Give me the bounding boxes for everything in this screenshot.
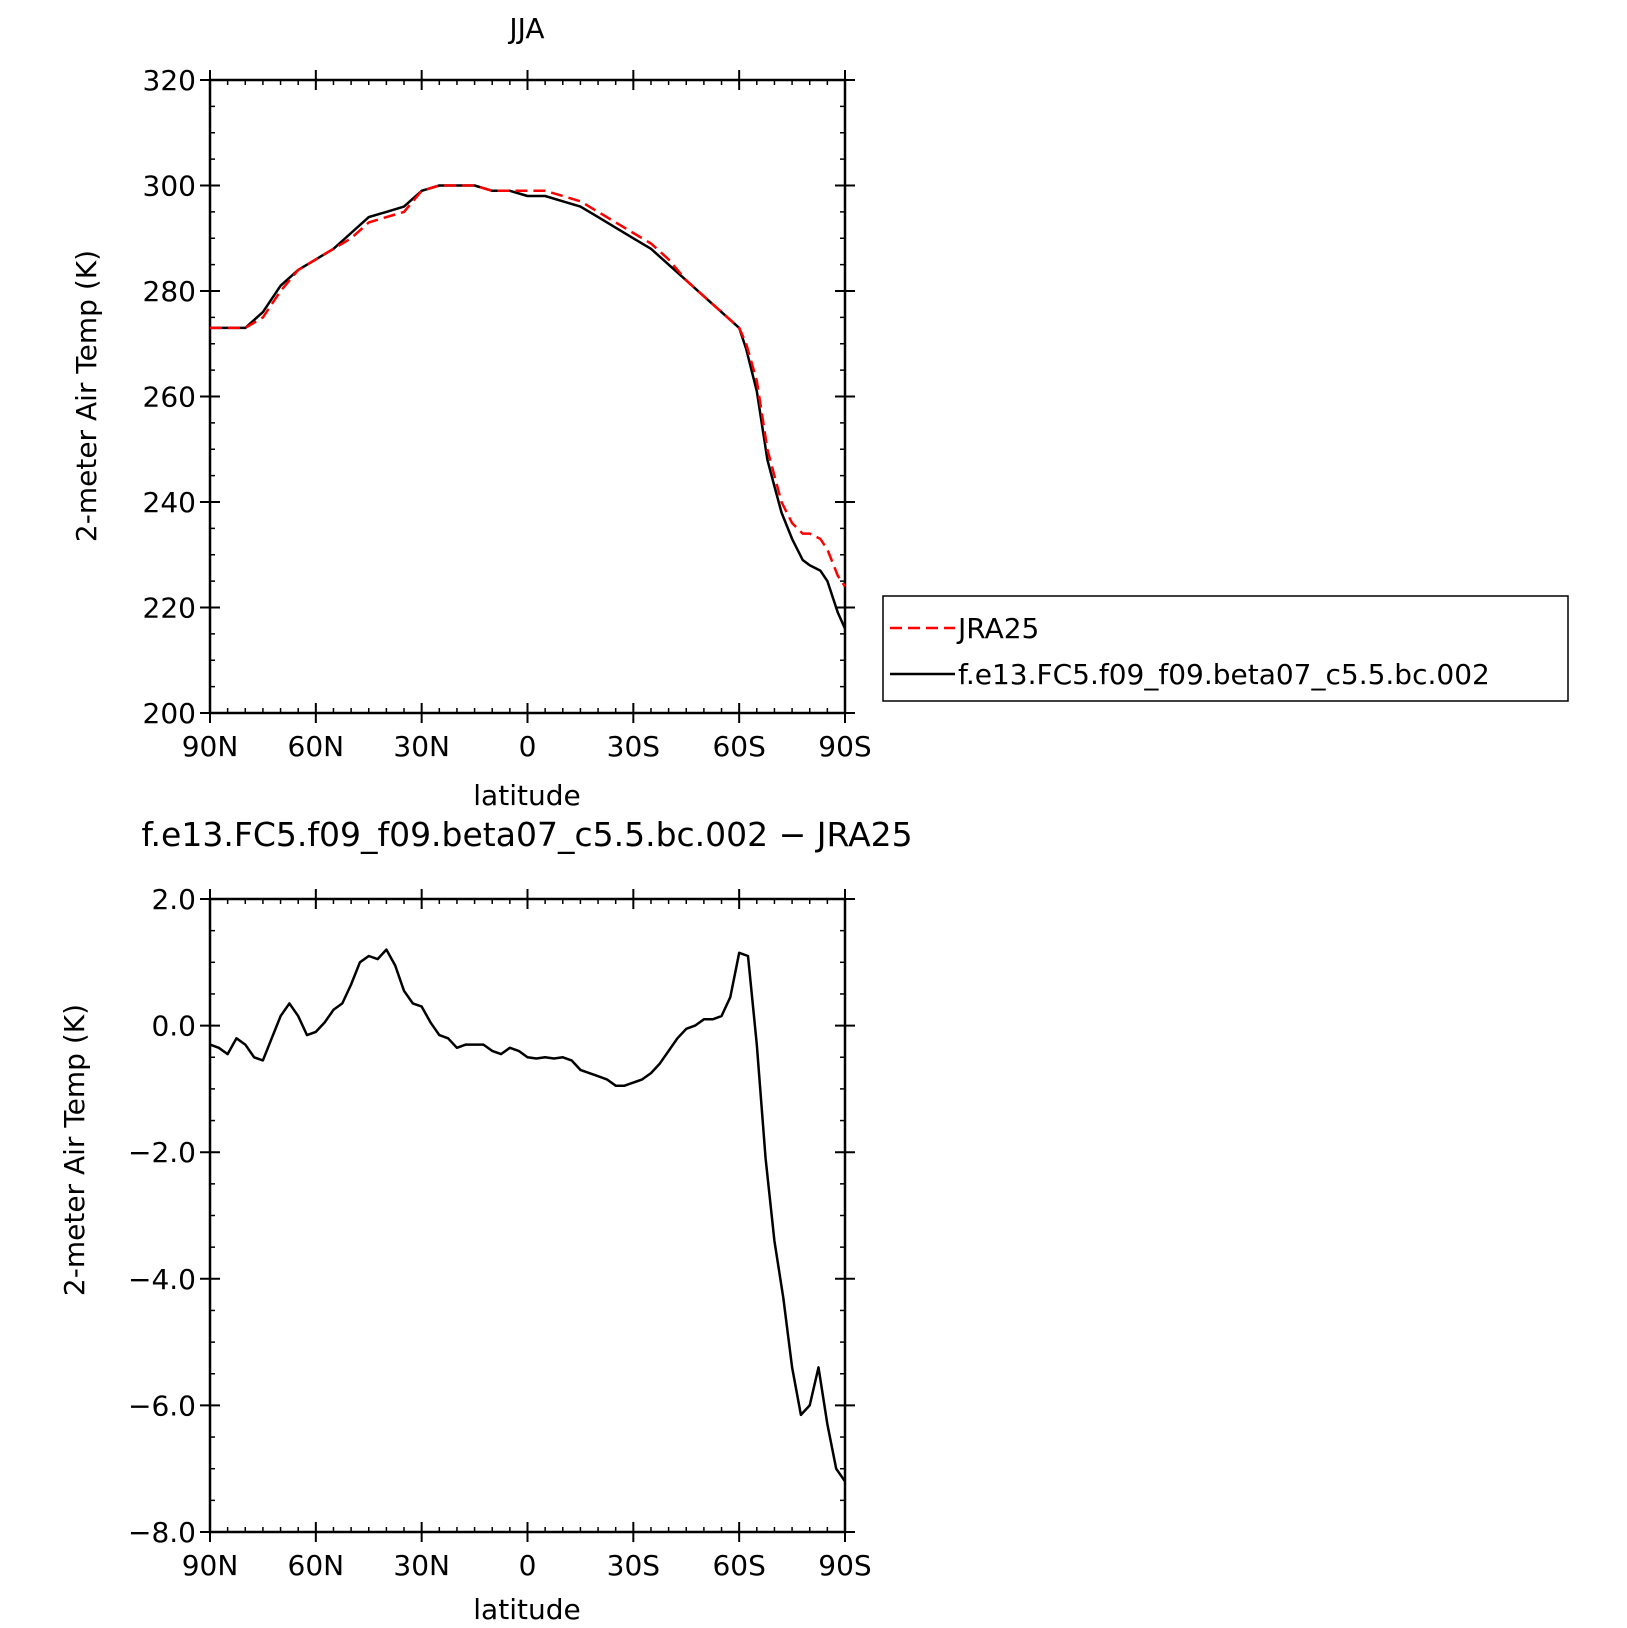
- bottom-x-tick-label: 30N: [393, 1549, 450, 1582]
- top-x-tick-label: 60N: [288, 730, 345, 763]
- top-y-tick-label: 220: [143, 592, 196, 625]
- bottom-x-tick-label: 90N: [182, 1549, 239, 1582]
- bottom-xlabel: latitude: [473, 1593, 580, 1624]
- top-x-tick-label: 90S: [818, 730, 871, 763]
- bottom-y-tick-label: −6.0: [128, 1389, 196, 1422]
- bottom-ylabel: 2-meter Air Temp (K): [58, 1004, 91, 1296]
- top-x-tick-label: 30N: [393, 730, 450, 763]
- bottom-title: f.e13.FC5.f09_f09.beta07_c5.5.bc.002 − J…: [141, 815, 912, 854]
- bottom-x-tick-label: 30S: [607, 1549, 660, 1582]
- top-plot-area: 90N 60N 30N 0 30S 60S 90S 320 300 280 260 240 220 200: [143, 64, 872, 763]
- top-title: JJA: [507, 12, 544, 45]
- top-axes-frame: [208, 78, 847, 715]
- bottom-x-tick-label: 60S: [712, 1549, 765, 1582]
- legend-label-model: f.e13.FC5.f09_f09.beta07_c5.5.bc.002: [958, 658, 1490, 691]
- bottom-y-tick-label: −8.0: [128, 1516, 196, 1549]
- bottom-x-tick-label: 90S: [818, 1549, 871, 1582]
- bottom-y-tick-label: −4.0: [128, 1263, 196, 1296]
- legend-box: [882, 595, 1569, 702]
- top-xlabel: latitude: [473, 779, 580, 812]
- bottom-y-tick-label: −2.0: [128, 1136, 196, 1169]
- bottom-x-tick-label: 0: [519, 1549, 537, 1582]
- bottom-plot-area: 90N 60N 30N 0 30S 60S 90S 2.0 0.0 −2.0 −4.0 −6.0 −8.…: [128, 883, 872, 1582]
- top-x-tick-label: 90N: [182, 730, 239, 763]
- legend-label-jra25: JRA25: [956, 612, 1039, 645]
- top-y-tick-label: 280: [143, 275, 196, 308]
- top-y-tick-label: 200: [143, 697, 196, 730]
- top-y-tick-label: 300: [143, 170, 196, 203]
- top-x-tick-label: 30S: [607, 730, 660, 763]
- legend: JRA25 f.e13.FC5.f09_f09.beta07_c5.5.bc.0…: [882, 595, 1569, 702]
- bottom-axes-frame: [208, 897, 847, 1534]
- top-y-tick-label: 320: [143, 64, 196, 97]
- top-x-tick-label: 60S: [712, 730, 765, 763]
- top-series-jra25-line: [210, 184, 847, 588]
- top-x-tick-label: 0: [519, 730, 537, 763]
- top-ylabel: 2-meter Air Temp (K): [70, 250, 103, 542]
- top-y-tick-label: 240: [143, 486, 196, 519]
- bottom-y-tick-label: 2.0: [151, 883, 196, 916]
- top-series-model-line: [210, 184, 847, 630]
- bottom-series-difference-line: [209, 948, 847, 1483]
- top-y-tick-label: 260: [143, 381, 196, 414]
- bottom-x-tick-label: 60N: [288, 1549, 345, 1582]
- bottom-y-tick-label: 0.0: [151, 1010, 196, 1043]
